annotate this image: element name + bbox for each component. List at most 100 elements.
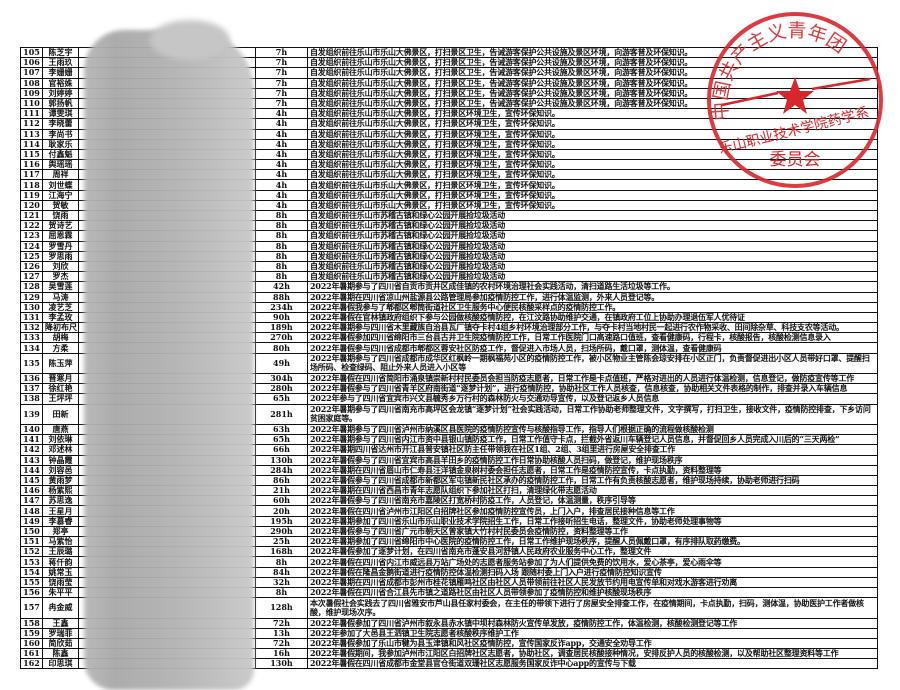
volunteer-hours: 130h [255, 454, 308, 466]
student-name: 降初布尺 [42, 322, 79, 334]
volunteer-hours: 65h [255, 393, 308, 405]
student-name: 胡梅 [42, 332, 79, 344]
activity-description: 自发组织前往乐山市乐山大佛景区，打扫景区环境卫生，宣传环保知识。 [307, 199, 878, 212]
row-number: 108 [20, 77, 43, 89]
volunteer-hours: 7h [255, 77, 308, 89]
student-name: 李慕睿 [42, 515, 79, 527]
student-name: 钟晶霞 [42, 454, 79, 466]
student-name: 贺敏 [42, 199, 79, 212]
student-name: 徐红艳 [42, 383, 79, 395]
activity-description: 2022年暑期参与了四川省内江市资中县银山镇防疫工作，日常工作值守卡点，拦截外省… [307, 434, 878, 446]
volunteer-hours: 4h [255, 128, 308, 140]
student-name: 田新 [42, 403, 79, 425]
activity-description: 2022年暑期在四川省成都市彭州市桂花镇雁鸣社区由社区人员带领前往社区人民发放节… [307, 576, 878, 588]
row-number: 123 [20, 230, 43, 242]
volunteer-hours: 284h [255, 464, 308, 476]
activity-description: 自发组织前往乐山市苏稽古镇和绿心公园开展捡垃圾活动 [307, 260, 878, 273]
row-number: 149 [20, 515, 43, 527]
volunteer-hours: 8h [255, 230, 308, 242]
student-name: 罗杰 [42, 271, 79, 283]
volunteer-hours: 4h [255, 118, 308, 130]
volunteer-hours: 8h [255, 271, 308, 283]
row-number: 153 [20, 556, 43, 568]
student-name: 饶雨 [42, 209, 79, 222]
student-name: 晋寒月 [42, 373, 79, 385]
volunteer-hours: 7h [255, 57, 308, 69]
row-number: 150 [20, 525, 43, 538]
volunteer-hours: 88h [255, 291, 308, 303]
row-number: 134 [20, 342, 43, 354]
student-name: 王鑫 [42, 617, 79, 629]
row-number: 124 [20, 240, 43, 252]
row-number: 112 [20, 118, 43, 130]
activity-description: 自发组织前往乐山市苏稽古镇和绿心公园开展捡垃圾活动 [307, 209, 878, 222]
svg-text:中国共产主义青年团: 中国共产主义青年团 [710, 20, 850, 122]
student-name: 贺诗艺 [42, 220, 79, 232]
volunteer-hours: 4h [255, 138, 308, 150]
volunteer-hours: 168h [255, 546, 308, 558]
volunteer-hours: 13h [255, 627, 308, 639]
activity-description: 2022年暑假参加四川省绵阳市三台县古井卫生院疫情防控工作，日常工作医院门口高速… [307, 332, 878, 344]
student-name: 印思琪 [42, 658, 79, 670]
stamp-bottom-text: 委员会 [770, 150, 821, 170]
volunteer-hours: 281h [255, 403, 308, 425]
row-number: 122 [20, 220, 43, 232]
student-name: 苏思逸 [42, 495, 79, 507]
student-name: 罗瑞菲 [42, 627, 79, 639]
student-name: 周祥 [42, 169, 79, 181]
volunteer-hours: 270h [255, 332, 308, 344]
row-number: 125 [20, 250, 43, 262]
row-number: 148 [20, 505, 43, 517]
activity-description: 2022年参与了四川省宜宾市兴文县毓秀乡万行村的森林防火与交通劝导宣传，以及登记… [307, 393, 878, 405]
student-name: 王坪坪 [42, 393, 79, 405]
volunteer-hours: 4h [255, 189, 308, 201]
row-number: 111 [20, 108, 43, 120]
volunteer-hours: 86h [255, 474, 308, 487]
activity-description: 2022年暑假参与了四川省成都市新都区军屯镇新民社区承办的疫情防控工作，日常工作… [307, 474, 878, 487]
row-number: 129 [20, 291, 43, 303]
row-number: 161 [20, 648, 43, 660]
student-name: 李姗姗 [42, 67, 79, 79]
row-number: 147 [20, 495, 43, 507]
activity-description: 2022年暑假参加了逐梦计划，在四川省南充市蓬安县河舒镇人民政府农业服务中心工作… [307, 546, 878, 558]
volunteer-hours: 16h [255, 648, 308, 660]
volunteer-hours: 7h [255, 97, 308, 110]
student-name: 朱平平 [42, 586, 79, 599]
row-number: 106 [20, 57, 43, 69]
row-number: 107 [20, 67, 43, 79]
student-name: 刘世蝶 [42, 179, 79, 191]
row-number: 116 [20, 159, 43, 171]
student-name: 王辰璐 [42, 546, 79, 558]
student-name: 王雨玖 [42, 57, 79, 69]
activity-description: 2022年暑假期间，我参加泸州市江阳区白招牌社区志愿者，协助社区，调查居民核酸接… [307, 648, 878, 660]
row-number: 105 [20, 46, 43, 59]
row-number: 156 [20, 586, 43, 599]
activity-description: 2022年参加了大邑县王泗镇卫生院志愿者核酸秩序维护工作 [307, 627, 878, 639]
student-name: 耿家乐 [42, 138, 79, 150]
row-number: 138 [20, 393, 43, 405]
row-number: 155 [20, 576, 43, 588]
redaction-blur [84, 30, 254, 690]
redaction-blur-top [150, 20, 230, 60]
student-name: 舆瑶瑶 [42, 159, 79, 171]
volunteer-hours: 4h [255, 148, 308, 161]
activity-description: 2022年暑期在四川省凉山州盐源县公路管理局参加疫情防控工作，进行体温监测，外来… [307, 291, 878, 303]
activity-description: 2022年暑假在四川省内江市威远县万站广场处的志愿者服务站参加了为人们提供免费的… [307, 556, 878, 568]
row-number: 128 [20, 281, 43, 293]
volunteer-hours: 8h [255, 586, 308, 599]
row-number: 141 [20, 434, 43, 446]
activity-description: 2022年暑期参与了四川省自贡市贡井区成佳镇的农村环境治理社会实践活动，清扫道路… [307, 281, 878, 293]
row-number: 114 [20, 138, 43, 150]
student-name: 简欣茹 [42, 637, 79, 650]
activity-description: 本次暑假社会实践去了四川省雅安市芦山县任家村委会，在主任的带领下进行了房屋安全排… [307, 597, 878, 619]
student-name: 蒋仟韵 [42, 556, 79, 568]
row-number: 127 [20, 271, 43, 283]
row-number: 136 [20, 373, 43, 385]
volunteer-hours: 32h [255, 576, 308, 588]
row-number: 158 [20, 617, 43, 629]
volunteer-hours: 60h [255, 495, 308, 507]
activity-description: 2022年暑期参加了四川省绵阳市中心医院的疫情防控工作，日常工作维护现场秩序，提… [307, 536, 878, 548]
volunteer-hours: 90h [255, 311, 308, 324]
volunteer-hours: 42h [255, 281, 308, 293]
volunteer-hours: 21h [255, 485, 308, 497]
